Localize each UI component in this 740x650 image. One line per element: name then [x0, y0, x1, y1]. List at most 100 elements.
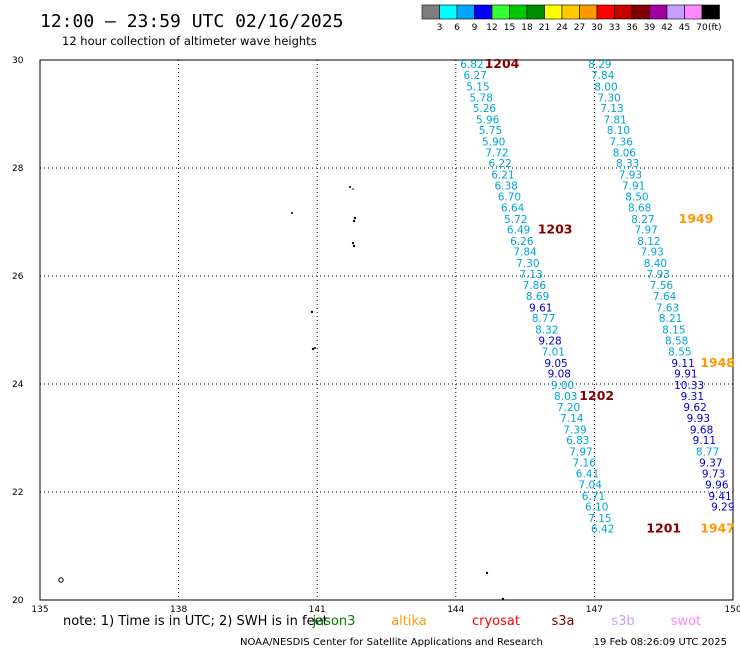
color-scale-label: 36 — [626, 23, 638, 33]
track-annotation: 1203 — [538, 222, 573, 237]
x-tick-label: 141 — [309, 605, 326, 615]
footer-timestamp: 19 Feb 08:26:09 UTC 2025 — [594, 637, 727, 648]
wave-height-label: 8.68 — [628, 202, 651, 214]
color-swatch — [596, 4, 615, 20]
x-tick-label: 147 — [586, 605, 603, 615]
data-points: 6.826.275.155.785.265.965.755.907.726.22… — [460, 59, 734, 536]
wave-height-label: 7.04 — [579, 479, 603, 491]
wave-height-label: 8.55 — [668, 347, 691, 359]
color-scale-label: 6 — [454, 23, 460, 33]
wave-height-label: 7.97 — [634, 225, 657, 237]
wave-height-label: 5.90 — [482, 137, 505, 149]
wave-height-label: 9.96 — [705, 479, 729, 491]
x-tick-label: 138 — [170, 605, 187, 615]
wave-height-label: 8.77 — [696, 447, 719, 459]
color-scale-label: 30 — [591, 23, 603, 33]
track-annotation: 1204 — [485, 56, 520, 71]
chart-subtitle: 12 hour collection of altimeter wave hei… — [62, 34, 317, 48]
x-tick-label: 150 — [724, 605, 740, 615]
wave-height-label: 7.36 — [610, 137, 634, 149]
color-scale-label: 70 — [696, 23, 708, 33]
wave-height-label: 9.91 — [674, 369, 697, 381]
wave-height-label: 7.13 — [600, 103, 623, 115]
color-scale-unit: (ft) — [708, 23, 722, 33]
wave-height-label: 7.86 — [523, 280, 547, 292]
wave-height-label: 8.50 — [625, 192, 648, 204]
wave-height-label: 6.42 — [591, 524, 614, 536]
wave-height-label: 8.06 — [613, 147, 637, 159]
color-swatch — [666, 4, 685, 20]
color-swatch — [491, 4, 510, 20]
legend-item-altika: altika — [391, 614, 427, 629]
wave-height-label: 9.00 — [551, 380, 574, 392]
color-scale-label: 33 — [609, 23, 620, 33]
wave-height-label: 6.71 — [582, 491, 605, 503]
color-swatch — [561, 4, 580, 20]
color-swatch — [631, 4, 650, 20]
color-swatch — [701, 4, 720, 20]
wave-height-label: 6.22 — [488, 158, 511, 170]
wave-height-label: 8.33 — [616, 158, 639, 170]
wave-height-label: 9.29 — [711, 502, 734, 514]
color-swatch — [456, 4, 475, 20]
wave-height-label: 6.38 — [494, 180, 517, 192]
color-scale-label: 9 — [472, 23, 478, 33]
color-scale-label: 45 — [679, 23, 690, 33]
wave-height-label: 7.30 — [597, 92, 620, 104]
wave-height-label: 9.41 — [708, 491, 731, 503]
axis-tick-labels: 135 138 141 144 147 150 20 22 24 26 28 30 — [12, 56, 740, 615]
wave-height-label: 7.97 — [569, 447, 592, 459]
y-tick-label: 30 — [12, 56, 24, 66]
wave-height-label: 7.30 — [516, 258, 539, 270]
footer-note: note: 1) Time is in UTC; 2) SWH is in fe… — [63, 614, 328, 629]
wave-height-label: 9.08 — [548, 369, 571, 381]
color-scale-label: 42 — [661, 23, 672, 33]
color-swatch — [474, 4, 493, 20]
color-swatch — [614, 4, 633, 20]
wave-height-label: 5.96 — [476, 114, 500, 126]
wave-height-label: 6.83 — [566, 435, 589, 447]
color-scale-label: 21 — [539, 23, 550, 33]
chart-title: 12:00 – 23:59 UTC 02/16/2025 — [40, 11, 343, 32]
wave-height-label: 6.64 — [501, 202, 525, 214]
track-annotation: 1201 — [646, 521, 681, 536]
wave-height-label: 6.70 — [498, 192, 521, 204]
wave-height-label: 9.93 — [687, 413, 710, 425]
wave-height-label: 5.75 — [479, 125, 502, 137]
wave-height-label: 6.49 — [507, 225, 530, 237]
legend-item-s3b: s3b — [611, 614, 634, 629]
wave-height-label: 7.63 — [656, 302, 679, 314]
color-scale-legend: 3 6 9 12 15 18 21 24 27 30 33 36 39 42 45 70 (ft) — [421, 4, 722, 33]
color-scale-label: 39 — [644, 23, 656, 33]
y-tick-label: 20 — [12, 596, 24, 606]
wave-height-label: 5.26 — [473, 103, 497, 115]
track-annotation: 1947 — [700, 521, 735, 536]
wave-height-label: 6.27 — [464, 70, 487, 82]
wave-height-label: 9.11 — [693, 435, 716, 447]
color-swatch — [684, 4, 703, 20]
wave-height-label: 7.81 — [603, 114, 626, 126]
wave-height-label: 9.68 — [690, 424, 713, 436]
wave-height-label: 6.41 — [576, 469, 599, 481]
wave-height-label: 7.84 — [591, 70, 615, 82]
track-annotation: 1948 — [700, 355, 735, 370]
wave-height-label: 8.69 — [526, 291, 549, 303]
wave-height-label: 7.39 — [563, 424, 586, 436]
wave-height-label: 6.21 — [491, 169, 514, 181]
wave-height-label: 7.15 — [588, 513, 611, 525]
plot-frame — [39, 59, 734, 601]
wave-height-label: 7.91 — [622, 180, 645, 192]
y-tick-label: 22 — [12, 488, 23, 498]
wave-height-label: 9.05 — [544, 358, 567, 370]
wave-height-label: 8.27 — [631, 214, 654, 226]
wave-height-label: 8.15 — [662, 324, 685, 336]
wave-height-label: 8.58 — [665, 335, 688, 347]
x-tick-label: 144 — [447, 605, 464, 615]
wave-height-label: 7.93 — [646, 269, 669, 281]
wave-height-label: 9.31 — [681, 391, 704, 403]
wave-height-label: 9.37 — [699, 457, 722, 469]
y-tick-label: 28 — [12, 164, 24, 174]
wave-height-label: 6.26 — [510, 236, 534, 248]
wave-height-label: 7.16 — [573, 457, 597, 469]
color-scale-label: 24 — [556, 23, 568, 33]
